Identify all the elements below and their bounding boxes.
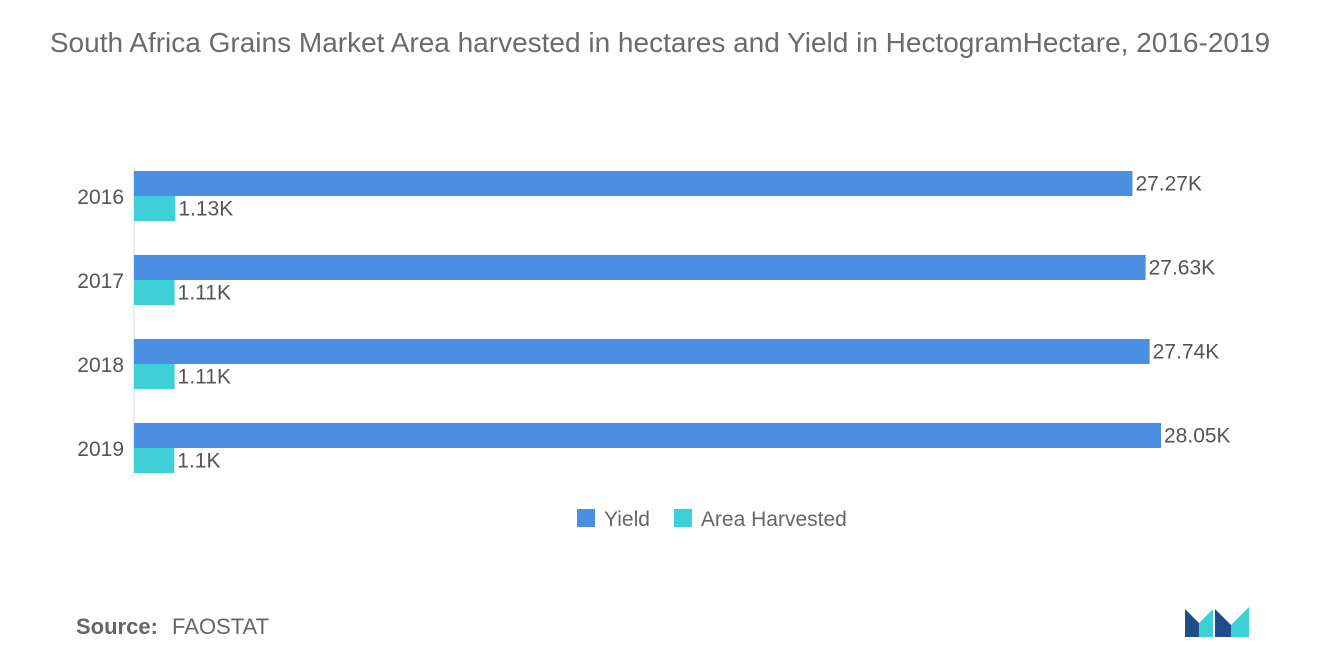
data-label: 27.27K [1135, 173, 1202, 196]
y-tick-label: 2018 [77, 354, 124, 377]
data-label: 1.11K [178, 366, 231, 389]
source-value: FAOSTAT [172, 614, 270, 639]
bar-yield [134, 339, 1150, 364]
legend-swatch-yield [577, 509, 595, 527]
data-label: 28.05K [1164, 425, 1231, 448]
data-label: 27.63K [1149, 257, 1216, 280]
bar-area-harvested [134, 280, 175, 305]
chart-title: South Africa Grains Market Area harveste… [49, 27, 1271, 58]
y-tick-label: 2016 [77, 186, 124, 209]
legend-swatch-area-harvested [673, 509, 692, 527]
bar-yield [134, 423, 1161, 448]
bar-area-harvested [134, 448, 175, 473]
data-label: 1.11K [178, 282, 231, 305]
bar-chart: 2016 27.27K 1.13K 2017 27.63K 1.11K 2018 27.74K… [77, 167, 1231, 531]
source-note: Source: FAOSTAT [76, 614, 269, 640]
bar-yield [134, 171, 1133, 196]
legend-label: Area Harvested [701, 508, 847, 531]
y-tick-label: 2019 [77, 438, 124, 461]
data-label: 27.74K [1153, 341, 1220, 364]
legend-label: Yield [604, 508, 650, 531]
mordor-intelligence-logo-icon [1185, 607, 1249, 637]
y-tick-label: 2017 [77, 270, 124, 293]
data-label: 1.13K [178, 198, 233, 221]
data-label: 1.1K [177, 450, 220, 473]
bar-area-harvested [134, 364, 175, 389]
bar-area-harvested [134, 196, 176, 221]
source-label: Source: [76, 614, 158, 639]
bar-yield [134, 255, 1146, 280]
